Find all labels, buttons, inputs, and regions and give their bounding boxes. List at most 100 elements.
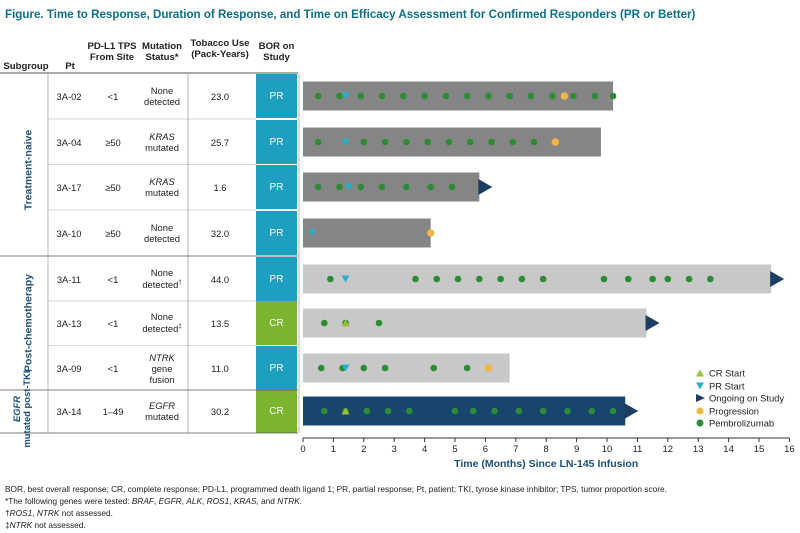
x-tick-label: 7 [513,444,518,455]
row-tobacco: 25.7 [210,136,230,148]
pembrolizumab-dot [506,92,514,100]
pembrolizumab-dot [357,183,365,191]
x-tick-label: 9 [574,444,579,455]
mutation-status: mutated [145,187,179,198]
mutation-status: gene fusion [149,362,175,385]
pembrolizumab-dot [381,138,389,146]
header-bor: BOR on Study [256,41,297,63]
pembrolizumab-dot [591,92,599,100]
pembrolizumab-dot [384,407,392,415]
cr-start-marker [341,319,350,327]
x-tick-label: 15 [754,444,765,455]
x-tick-label: 4 [422,444,427,455]
progression-marker [551,138,560,146]
x-tick-label: 11 [632,444,642,455]
mutation-status: mutated [145,142,179,153]
bor-badge: PR [256,346,297,390]
gene-name: ROS1 [9,508,33,518]
pembrolizumab-dot [360,364,368,372]
pembrolizumab-dot [421,92,428,100]
pembrolizumab-dot [491,407,498,415]
gene-name: NTRK [277,496,300,506]
footnote-mark: ‡ [178,324,182,331]
pembrolizumab-dot [664,275,672,283]
pembrolizumab-dot [445,138,453,146]
row-mutation: None detected [138,211,186,255]
row-pt: 3A-04 [56,136,82,148]
pr-start-marker [341,138,350,146]
footnote-ntrk: ‡NTRK not assessed. [5,520,86,530]
x-tick-label: 5 [452,444,457,455]
x-axis-label: Time (Months) Since LN-145 Infusion [454,458,638,470]
row-pt: 3A-10 [56,227,82,239]
pembrolizumab-dot [518,275,526,283]
row-pdl1: <1 [107,90,119,102]
pembrolizumab-dot [403,138,410,146]
pr-start-marker [308,229,317,237]
pembrolizumab-dot [378,92,386,100]
row-pt: 3A-09 [56,362,82,374]
row-pt: 3A-11 [56,273,82,285]
pembrolizumab-dot [588,407,596,415]
row-mutation: KRAS mutated [138,120,186,164]
x-tick-label: 10 [602,444,613,455]
row-pt: 3A-13 [56,317,82,329]
pembrolizumab-dot [469,407,477,415]
legend-label-progression: Progression [709,406,759,417]
pembrolizumab-dot [336,183,343,191]
pr-start-marker [341,364,350,372]
x-tick-label: 1 [331,444,336,455]
footnote-mark: † [178,280,182,287]
legend-label-pembrolizumab: Pembrolizumab [709,418,774,429]
gene-name: ROS1 [206,496,230,506]
row-pdl1: <1 [107,362,119,374]
pembrolizumab-dot [624,275,632,283]
bor-badge: CR [256,389,297,433]
mutation-status: None detected‡ [142,311,182,335]
pembrolizumab-dot [327,275,334,283]
header-pdl1: PD-L1 TPS From Site [86,41,138,63]
row-mutation: None detected† [138,257,186,301]
row-tobacco: 1.6 [213,181,227,193]
pembrolizumab-dot [378,183,386,191]
pembrolizumab-dot [314,92,322,100]
ongoing-arrow [624,403,639,419]
mutation-status: mutated [145,411,179,422]
x-tick-label: 3 [392,444,397,455]
header-subgroup: Subgroup [3,61,49,72]
row-mutation: None detected [138,74,186,118]
row-pdl1: <1 [107,273,119,285]
ongoing-arrow [645,315,660,331]
header-pt: Pt [65,61,75,72]
pembrolizumab-dot [463,364,471,372]
mutation-status: None detected [144,85,180,107]
pembrolizumab-dot [685,275,693,283]
row-mutation: NTRK gene fusion [138,346,186,390]
mutation-gene: KRAS [149,176,175,187]
footnote-abbreviations: BOR, best overall response; CR, complete… [5,484,667,494]
pembrolizumab-dot [320,319,328,327]
x-tick-label: 14 [723,444,734,455]
progression-marker [484,364,493,372]
pembrolizumab-dot [488,138,495,146]
pembrolizumab-dot [539,275,547,283]
legend-label-cr-start: CR Start [709,368,745,379]
x-tick-label: 0 [300,444,305,455]
response-bar [303,353,510,383]
pembrolizumab-dot [314,183,322,191]
pembrolizumab-dot [539,407,547,415]
header-mutation: Mutation Status* [138,41,186,63]
pembrolizumab-dot [363,407,371,415]
x-tick-label: 6 [483,444,488,455]
row-pdl1: ≥50 [105,181,121,193]
legend-label-ongoing: Ongoing on Study [709,393,784,404]
header-tobacco: Tobacco Use (Pack-Years) [189,38,251,60]
bor-badge: PR [256,257,297,301]
response-bar [303,396,626,426]
legend-label-pr-start: PR Start [709,381,745,392]
legend-pr-start-icon [696,382,704,390]
pembrolizumab-dot [609,407,617,415]
pembrolizumab-dot [451,407,459,415]
progression-marker [560,92,569,100]
pembrolizumab-dot [530,138,538,146]
